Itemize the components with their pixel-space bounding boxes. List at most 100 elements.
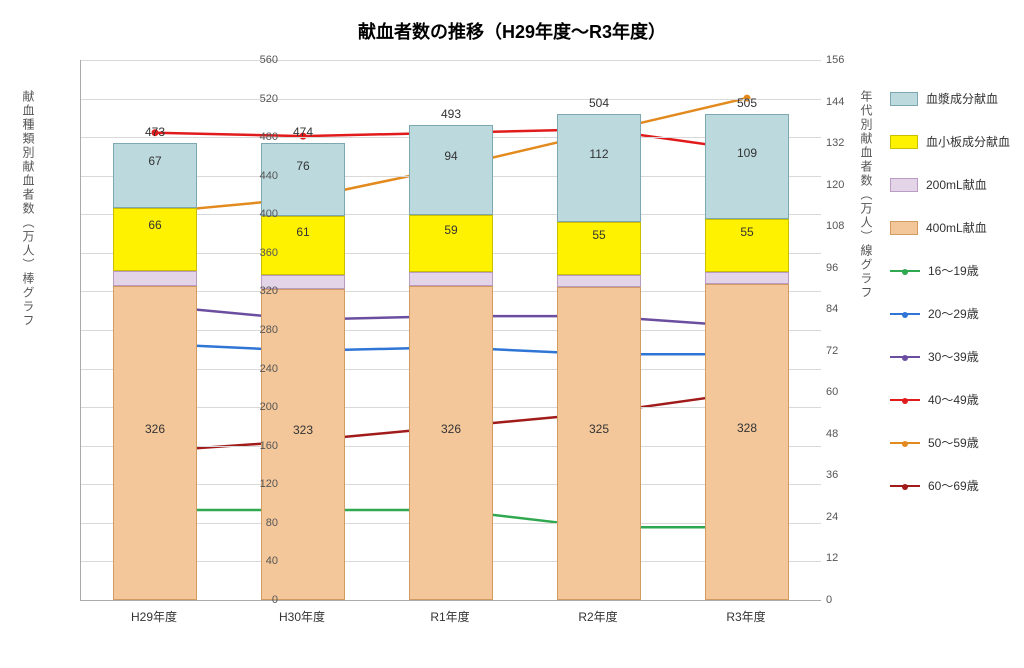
y-left-tick: 560 [260,54,278,66]
x-tick: H29年度 [131,608,177,625]
y-left-tick: 240 [260,363,278,375]
bar-segment-label: 325 [557,422,641,436]
legend-line-swatch [890,356,920,358]
y-right-tick: 120 [826,179,844,191]
y-left-tick: 80 [266,517,278,529]
bar-segment-label: 323 [261,423,345,437]
bar-total-label: 473 [113,125,197,139]
y-left-tick: 360 [260,247,278,259]
legend-swatch [890,221,918,235]
legend-line-swatch [890,485,920,487]
x-tick: R1年度 [430,608,469,625]
bar-segment-s_plasma [113,143,197,208]
legend-item: 400mL献血 [890,219,1010,236]
bar-segment-s_platelet [113,208,197,272]
left-axis-label: 献血種類別献血者数（万人）棒グラフ [20,90,37,328]
y-right-tick: 36 [826,469,838,481]
y-left-tick: 440 [260,170,278,182]
chart-title: 献血者数の推移（H29年度～R3年度） [0,18,1024,44]
y-left-tick: 480 [260,131,278,143]
legend-item: 60～69歳 [890,477,1010,494]
legend-item: 200mL献血 [890,176,1010,193]
y-right-tick: 72 [826,345,838,357]
legend-line-swatch [890,442,920,444]
legend-label: 400mL献血 [926,219,987,236]
legend-label: 20～29歳 [928,305,979,322]
legend-item: 血漿成分献血 [890,90,1010,107]
y-right-tick: 144 [826,96,844,108]
plot-area: 3261566674733231461764743261459944933251… [80,60,821,601]
y-right-tick: 48 [826,428,838,440]
legend-line-swatch [890,313,920,315]
bar-total-label: 504 [557,96,641,110]
y-left-tick: 280 [260,324,278,336]
y-left-tick: 520 [260,93,278,105]
legend-label: 200mL献血 [926,176,987,193]
bar-segment-s_plasma [557,114,641,222]
bar: 326145994493 [409,60,493,600]
bar-segment-label: 328 [705,421,789,435]
legend-label: 血小板成分献血 [926,133,1010,150]
legend-swatch [890,135,918,149]
legend-label: 血漿成分献血 [926,90,998,107]
legend-label: 50～59歳 [928,434,979,451]
y-left-tick: 320 [260,285,278,297]
bar-segment-s_400 [557,287,641,600]
y-left-tick: 0 [272,594,278,606]
bar: 3251255112504 [557,60,641,600]
bar-segment-s_400 [409,286,493,600]
bar-total-label: 505 [705,96,789,110]
legend-item: 50～59歳 [890,434,1010,451]
bar-segment-label: 94 [409,149,493,163]
bar-segment-label: 55 [705,225,789,239]
legend-item: 16～19歳 [890,262,1010,279]
right-axis-label: 年代別献血者数（万人）線グラフ [858,90,875,300]
bar-total-label: 493 [409,107,493,121]
bar-segment-s_400 [113,286,197,600]
x-tick: H30年度 [279,608,325,625]
y-right-tick: 132 [826,137,844,149]
y-right-tick: 0 [826,594,832,606]
bar-segment-label: 66 [113,218,197,232]
y-left-tick: 160 [260,440,278,452]
y-right-tick: 24 [826,511,838,523]
legend-item: 血小板成分献血 [890,133,1010,150]
bar: 326156667473 [113,60,197,600]
y-right-tick: 96 [826,262,838,274]
y-right-tick: 84 [826,303,838,315]
legend-item: 20～29歳 [890,305,1010,322]
bar-segment-s_400 [705,284,789,600]
y-right-tick: 156 [826,54,844,66]
legend-line-swatch [890,270,920,272]
bar: 3281255109505 [705,60,789,600]
bar-segment-s_plasma [409,125,493,216]
bar-segment-label: 61 [261,225,345,239]
bar-segment-label: 55 [557,228,641,242]
legend-item: 40～49歳 [890,391,1010,408]
x-tick: R2年度 [578,608,617,625]
bar-segment-label: 112 [557,147,641,161]
x-tick: R3年度 [726,608,765,625]
bar-segment-label: 59 [409,223,493,237]
legend-line-swatch [890,399,920,401]
y-left-tick: 40 [266,555,278,567]
y-left-tick: 400 [260,208,278,220]
y-left-tick: 200 [260,401,278,413]
y-right-tick: 12 [826,552,838,564]
legend-swatch [890,92,918,106]
bar-segment-s_200 [409,272,493,286]
legend-label: 60～69歳 [928,477,979,494]
legend-label: 16～19歳 [928,262,979,279]
legend-swatch [890,178,918,192]
bar-segment-label: 326 [113,422,197,436]
bar-segment-s_200 [557,275,641,287]
y-left-tick: 120 [260,478,278,490]
legend-label: 40～49歳 [928,391,979,408]
bar-segment-s_200 [113,271,197,285]
bar-segment-label: 67 [113,154,197,168]
bar-segment-label: 326 [409,422,493,436]
bar-segment-s_200 [705,272,789,284]
y-right-tick: 60 [826,386,838,398]
bar-segment-label: 109 [705,146,789,160]
legend: 血漿成分献血血小板成分献血200mL献血400mL献血16～19歳20～29歳3… [890,90,1010,520]
